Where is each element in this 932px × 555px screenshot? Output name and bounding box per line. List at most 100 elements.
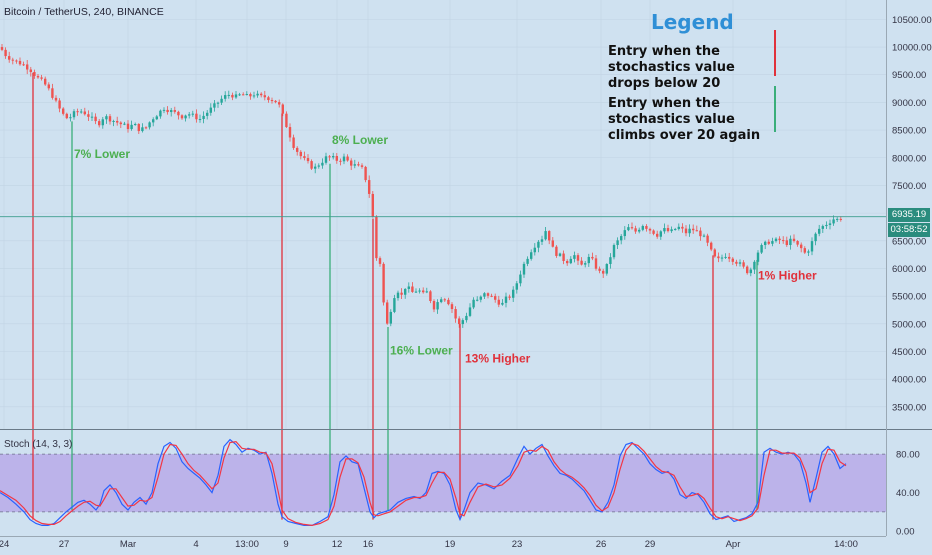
stoch-k-line (0, 438, 847, 526)
candle-body (648, 228, 652, 231)
candle-body (274, 100, 277, 103)
candle-body (746, 266, 749, 274)
candle-body (278, 102, 281, 105)
price-tick-label: 9000.00 (892, 98, 926, 109)
time-tick-label: 26 (596, 539, 607, 550)
candle-body (645, 226, 648, 229)
stoch-tick-label: 80.00 (896, 450, 920, 461)
candle-body (749, 269, 752, 274)
candle-body (724, 256, 727, 258)
candle-body (76, 111, 79, 113)
price-tick-label: 4000.00 (892, 375, 926, 386)
legend-entry-red: Entry when the stochastics value drops b… (608, 44, 735, 91)
price-tick-label: 6500.00 (892, 236, 926, 247)
candle-body (22, 64, 25, 66)
candle-body (281, 104, 284, 114)
candle-body (310, 161, 313, 169)
price-tick-label: 5500.00 (892, 292, 926, 303)
candle-body (314, 166, 317, 169)
candle-body (357, 164, 360, 166)
candle-body (479, 296, 482, 300)
candle-body (400, 292, 403, 295)
candle-body (411, 286, 414, 292)
candle-body (33, 72, 36, 76)
annotation-label: 7% Lower (74, 147, 130, 161)
price-tick-label: 4500.00 (892, 347, 926, 358)
candle-body (159, 110, 162, 117)
candle-body (594, 258, 598, 269)
candle-body (285, 113, 288, 128)
candle-body (674, 228, 677, 230)
candle-body (396, 292, 400, 299)
stoch-tick-label: 0.00 (896, 527, 915, 538)
candle-body (260, 93, 263, 96)
time-tick-label: 16 (363, 539, 374, 550)
candle-body (720, 257, 724, 259)
legend-red-bar (774, 30, 776, 76)
candle-body (166, 109, 169, 113)
candle-body (296, 147, 299, 152)
candle-body (382, 263, 385, 303)
candle-body (605, 264, 608, 274)
candle-body (292, 137, 295, 148)
candle-body (267, 97, 270, 101)
candle-body (738, 262, 742, 264)
candle-body (303, 156, 306, 159)
candle-body (252, 95, 256, 97)
candle-body (191, 113, 194, 115)
candle-body (584, 263, 587, 265)
candle-body (360, 165, 364, 167)
candle-body (90, 116, 94, 118)
candle-body (263, 95, 266, 98)
candle-body (548, 231, 551, 241)
candle-body (350, 160, 353, 166)
candle-body (137, 124, 140, 132)
candle-body (789, 238, 792, 246)
candle-body (306, 158, 310, 162)
candle-body (515, 283, 518, 290)
price-tick-label: 9500.00 (892, 70, 926, 81)
candle-body (731, 258, 734, 262)
candle-body (562, 253, 565, 261)
time-tick-label: 24 (0, 539, 9, 550)
stoch-d-line (0, 440, 847, 527)
candle-body (148, 122, 151, 128)
candle-body (245, 94, 248, 96)
candle-body (702, 235, 706, 237)
candle-body (422, 290, 425, 293)
candle-body (796, 241, 799, 245)
candle-body (371, 193, 374, 217)
candle-body (83, 111, 86, 115)
candle-body (764, 241, 767, 246)
candle-body (324, 156, 328, 163)
candle-body (386, 302, 389, 324)
candle-body (494, 296, 497, 300)
candle-body (108, 116, 112, 122)
candle-body (65, 113, 68, 119)
candle-body (231, 94, 234, 98)
candle-body (317, 165, 320, 167)
candle-body (569, 258, 572, 264)
candle-body (8, 56, 11, 60)
candle-body (728, 256, 731, 259)
annotation-label: 8% Lower (332, 133, 388, 147)
candle-body (123, 123, 126, 125)
legend-green-bar (774, 86, 776, 132)
candle-body (184, 115, 187, 119)
candle-body (598, 268, 601, 271)
candle-body (105, 116, 108, 120)
legend-title: Legend (651, 10, 734, 34)
candle-body (375, 216, 378, 259)
candle-body (836, 218, 839, 220)
candle-body (828, 223, 832, 225)
candle-body (130, 124, 133, 130)
candle-body (112, 120, 115, 122)
candle-body (80, 111, 83, 113)
candle-body (18, 60, 22, 65)
candle-body (54, 97, 58, 101)
candle-body (677, 226, 680, 229)
candle-body (760, 245, 763, 253)
price-tick-label: 10500.00 (892, 15, 932, 26)
candle-body (206, 112, 209, 116)
candle-body (162, 109, 166, 111)
